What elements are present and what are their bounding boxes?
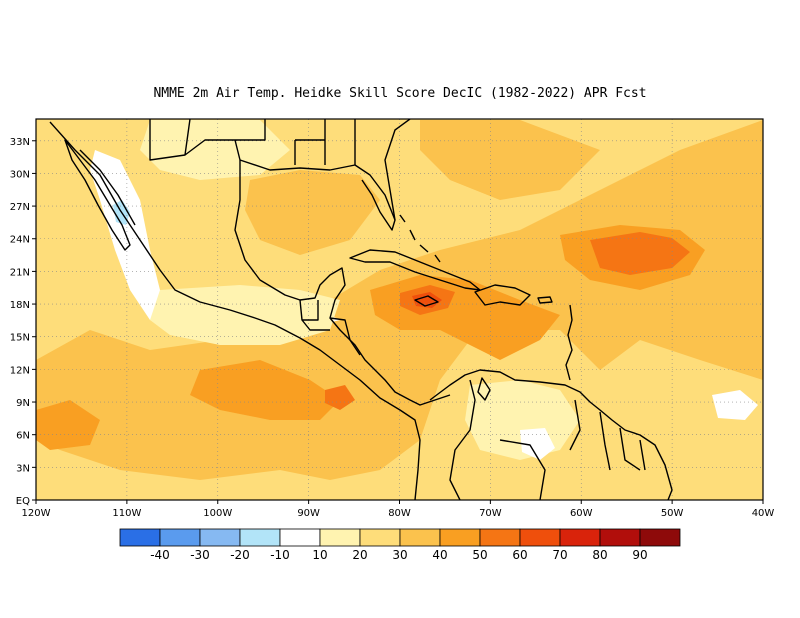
coast-baja [64,139,131,251]
y-tick-label: 18N [10,300,30,311]
y-tick-label: 9N [16,398,30,409]
colorbar-label: 50 [472,548,487,562]
field-region-gulf [245,170,380,255]
coast-us-gulf [239,159,396,231]
colorbar-swatch [639,528,681,547]
y-tick-label: 27N [10,202,30,213]
colorbar-swatch [319,528,361,547]
coast-florida-atl [384,119,411,221]
map-title: NMME 2m Air Temp. Heidke Skill Score Dec… [153,86,647,101]
colorbar-label: -30 [190,548,210,562]
colorbar-label: 40 [432,548,447,562]
coast-antilles [565,304,573,381]
field-region-atl-east-low [712,390,758,420]
axis-ticks: 120W 110W 100W 90W 80W 70W 60W 50W 40W EQ 3N 6N 9N 12… [10,137,775,519]
y-tick-label: EQ [16,496,30,507]
coast-pr [537,296,553,304]
field-region-50-60 [590,232,690,275]
x-tick-label: 60W [570,508,593,519]
skill-field [36,119,763,500]
field-region-sa-interior [520,428,555,460]
coast-sonora [79,149,136,226]
colorbar-swatch [159,528,201,547]
y-tick-label: 15N [10,333,30,344]
y-tick-label: 3N [16,463,30,474]
field-region-pacific [190,360,340,420]
coast-maracaibo [477,377,491,401]
border-sa [449,379,646,500]
colorbar-swatch [479,528,521,547]
field-region-pacific-w [36,400,100,450]
colorbar-label: 90 [632,548,647,562]
x-tick-label: 80W [388,508,411,519]
colorbar-label: 30 [392,548,407,562]
field-region-sa-low [465,380,580,460]
x-tick-label: 40W [752,508,775,519]
x-tick-label: 70W [479,508,502,519]
x-tick-label: 90W [297,508,320,519]
colorbar-swatch [119,528,161,547]
field-region-north-low [140,120,290,180]
colorbar-label: -40 [150,548,170,562]
coast-bahamas [399,214,441,263]
colorbar-label: 70 [552,548,567,562]
colorbar-label: 20 [352,548,367,562]
y-tick-label: 6N [16,431,30,442]
colorbar-swatch [559,528,601,547]
coast-gulf [234,160,361,356]
y-tick-label: 12N [10,365,30,376]
coast-central-america [329,317,451,406]
x-tick-label: 50W [661,508,684,519]
colorbar-swatch [599,528,641,547]
field-region-atl-north [420,120,600,200]
y-tick-label: 30N [10,169,30,180]
colorbar-swatch [199,528,241,547]
x-tick-label: 100W [203,508,232,519]
y-tick-label: 33N [10,137,30,148]
y-tick-label: 21N [10,267,30,278]
coast-jamaica [414,295,439,307]
field-region-60-70 [412,292,442,308]
x-tick-label: 120W [22,508,51,519]
colorbar-label: -20 [230,548,250,562]
border-central [299,299,330,331]
colorbar-label: 80 [592,548,607,562]
colorbar-swatch [519,528,561,547]
border-us [149,119,356,165]
colorbar-label: 60 [512,548,527,562]
colorbar-swatch [439,528,481,547]
colorbar-swatch [279,528,321,547]
x-tick-label: 110W [112,508,141,519]
coast-hispaniola [474,284,531,306]
colorbar-swatch [359,528,401,547]
coast-mexico-pacific [49,121,421,500]
colorbar-label: -10 [270,548,290,562]
coast-sa-north [429,369,673,500]
colorbar-swatch [399,528,441,547]
colorbar-swatch [239,528,281,547]
y-tick-label: 24N [10,235,30,246]
coastlines [49,119,673,500]
colorbar-label: 10 [312,548,327,562]
colorbar: -40 -30 -20 -10 10 20 30 40 50 60 70 80 90 [119,528,681,562]
field-region-mexico-low [90,150,340,330]
field-region-pac-dark [325,385,355,410]
